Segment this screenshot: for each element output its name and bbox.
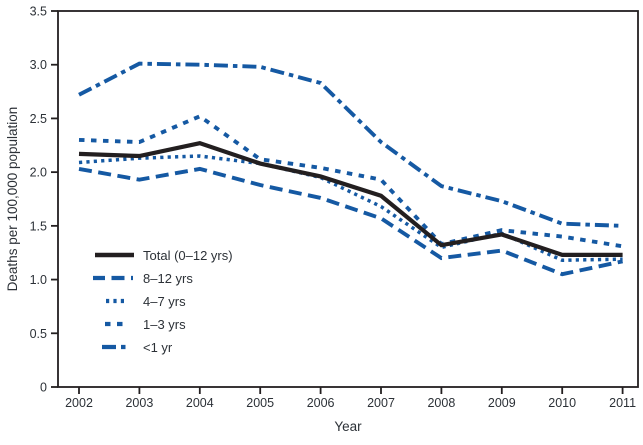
x-axis-title: Year: [334, 419, 362, 434]
legend: Total (0–12 yrs) 8–12 yrs 4–7 yrs 1–3 yrs <1…: [93, 246, 233, 356]
x-tick-label: 2008: [427, 396, 455, 410]
y-tick-label: 3.5: [30, 5, 47, 19]
series-line-short-dash: [78, 114, 623, 249]
series-line-solid: [78, 140, 623, 257]
x-tick-label: 2003: [125, 396, 153, 410]
y-tick-label: 2.0: [30, 166, 47, 180]
legend-item: 4–7 yrs: [93, 292, 233, 310]
x-tick-label: 2007: [367, 396, 395, 410]
y-tick-label: 2.5: [30, 112, 47, 126]
axis-ticks: 0 0.5 1.0 1.5 2.0 2.5 3.0 3.5 2002 2003 2004 2005 20…: [30, 5, 636, 411]
series-line-long-dash: [78, 166, 624, 277]
plot-border: [57, 10, 639, 388]
legend-item: <1 yr: [93, 338, 233, 356]
legend-line-sample-long-dash: [93, 275, 133, 281]
y-tick-label: 0: [40, 381, 47, 395]
legend-line-sample-solid: [95, 252, 134, 258]
y-tick-label: 3.0: [30, 58, 47, 72]
data-series-lines: [78, 61, 624, 277]
series-line-dash-dot: [78, 61, 623, 228]
legend-line-sample-dash-dot: [102, 344, 126, 350]
legend-label: Total (0–12 yrs): [143, 247, 233, 263]
x-tick-label: 2002: [65, 396, 93, 410]
legend-line-sample-fine-dot: [106, 298, 127, 304]
y-tick-label: 0.5: [30, 327, 47, 341]
x-tick-label: 2011: [609, 396, 636, 410]
y-axis-title: Deaths per 100,000 population: [5, 107, 20, 292]
legend-line-sample-short-dash: [105, 321, 126, 327]
x-tick-label: 2005: [246, 396, 274, 410]
x-tick-label: 2010: [548, 396, 576, 410]
x-tick-label: 2009: [488, 396, 516, 410]
y-tick-label: 1.5: [30, 219, 47, 233]
legend-label: <1 yr: [143, 339, 173, 355]
legend-label: 8–12 yrs: [143, 270, 193, 286]
x-tick-label: 2004: [186, 396, 214, 410]
legend-label: 4–7 yrs: [143, 293, 186, 309]
legend-item: 1–3 yrs: [93, 315, 233, 333]
legend-item: 8–12 yrs: [93, 269, 233, 287]
y-tick-label: 1.0: [30, 273, 47, 287]
legend-label: 1–3 yrs: [143, 316, 186, 332]
x-tick-label: 2006: [307, 396, 335, 410]
series-line-fine-dot: [78, 154, 623, 262]
legend-item: Total (0–12 yrs): [93, 246, 233, 264]
